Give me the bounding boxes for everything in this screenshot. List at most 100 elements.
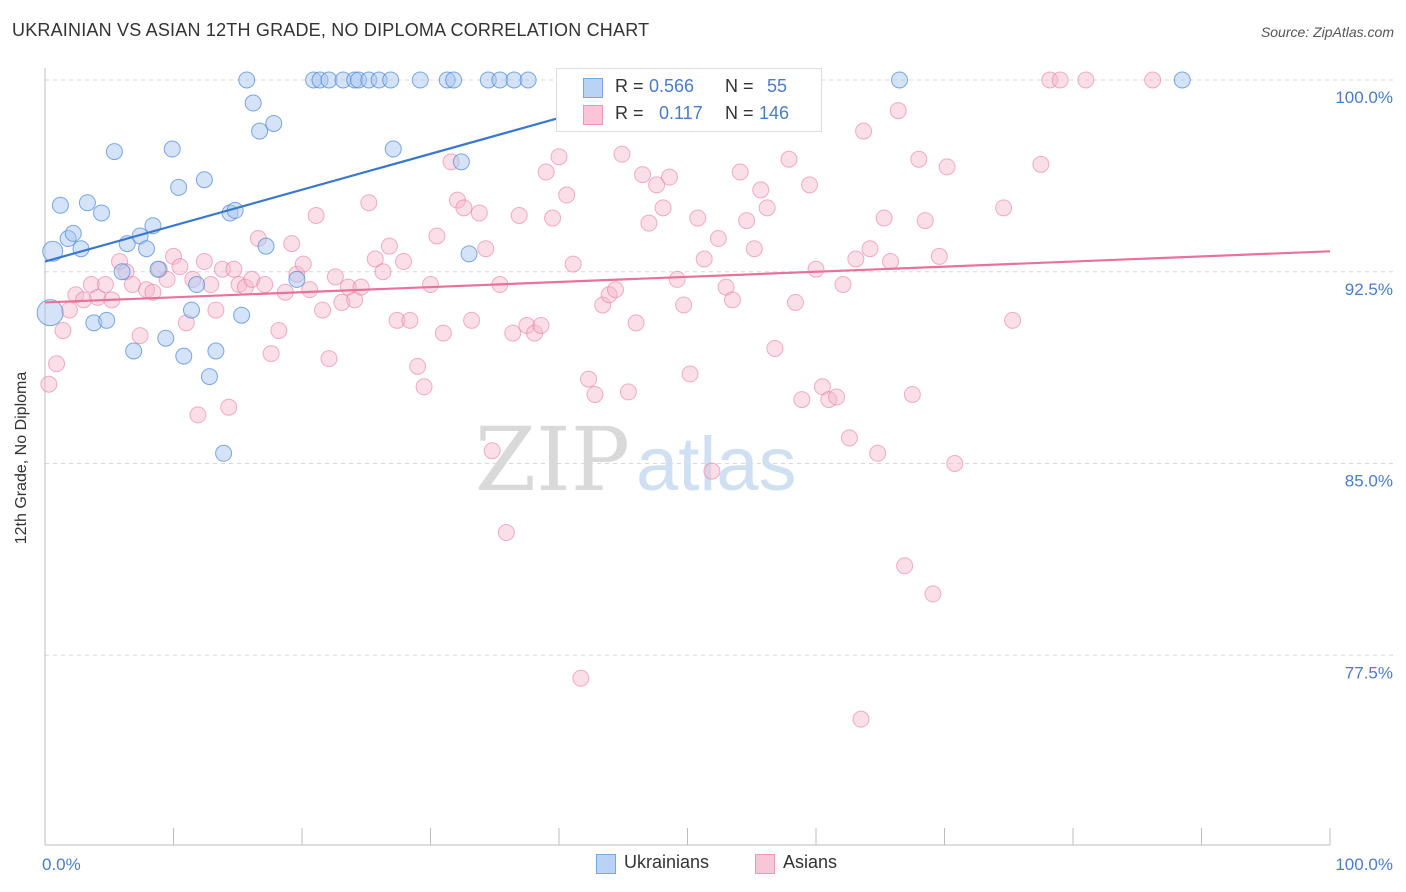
ukrainian-point	[244, 94, 262, 112]
asian-point	[40, 375, 58, 393]
asian-point	[270, 322, 288, 340]
asian-point	[910, 150, 928, 168]
asian-point	[1004, 311, 1022, 329]
asian-point	[793, 391, 811, 409]
asian-point	[1051, 71, 1069, 89]
ukrainian-point	[98, 311, 116, 329]
y-tick-label: 92.5%	[1345, 280, 1393, 299]
asian-point	[333, 293, 351, 311]
ukrainian-point	[64, 224, 82, 242]
asian-point	[613, 145, 631, 163]
asian-point	[220, 398, 238, 416]
asian-point	[415, 378, 433, 396]
legend-n-value: 55	[767, 76, 788, 96]
asian-point	[703, 462, 721, 480]
ukrainian-point	[215, 444, 233, 462]
asian-point	[307, 207, 325, 225]
ukrainian-point	[207, 342, 225, 360]
legend-r-label: R =	[615, 103, 644, 123]
asian-point	[550, 148, 568, 166]
asian-point	[882, 253, 900, 271]
legend-n-value: 146	[759, 103, 790, 123]
asian-point	[497, 524, 515, 542]
bottom-legend-label: Asians	[783, 852, 838, 872]
asian-point	[96, 276, 114, 294]
asian-point	[938, 158, 956, 176]
asian-point	[326, 268, 344, 286]
asians-points	[40, 71, 1162, 728]
asian-point	[165, 247, 182, 265]
asian-point	[243, 270, 261, 288]
asian-point	[123, 276, 141, 294]
asian-point	[256, 276, 274, 294]
asian-point	[766, 339, 784, 357]
asian-point	[483, 442, 501, 460]
legend-swatch-pink	[583, 105, 603, 125]
x-tick-label-start: 0.0%	[42, 855, 81, 874]
asian-point	[586, 385, 604, 403]
ukrainian-point	[175, 347, 193, 365]
asian-point	[875, 209, 893, 227]
ukrainian-point	[452, 153, 470, 171]
ukrainian-point	[182, 301, 200, 319]
asian-point	[745, 240, 763, 258]
ukrainian-point	[519, 71, 537, 89]
ukrainian-point	[505, 71, 523, 89]
asian-point	[681, 365, 699, 383]
grid-layer	[45, 79, 1395, 656]
asian-point	[572, 669, 590, 687]
asian-point	[738, 212, 756, 230]
asian-point	[510, 207, 528, 225]
legend-swatch-blue	[583, 78, 603, 98]
asian-point	[202, 276, 220, 294]
asian-point	[207, 301, 225, 319]
asian-point	[395, 253, 413, 271]
asian-point	[852, 710, 870, 728]
axis-layer	[44, 68, 1331, 846]
asian-point	[946, 455, 964, 472]
bottom-legend-swatch-pink	[755, 854, 775, 874]
tick-labels: 77.5% 85.0% 92.5% 100.0% 0.0% 100.0%	[42, 88, 1393, 874]
asian-point	[640, 214, 658, 232]
ukrainian-point	[200, 368, 218, 386]
asian-point	[455, 199, 473, 217]
asian-point	[422, 276, 439, 294]
legend-r-value: 0.566	[649, 76, 695, 96]
asian-point	[48, 355, 66, 373]
asian-point	[995, 199, 1013, 217]
asian-point	[731, 163, 749, 181]
asian-point	[780, 150, 798, 168]
asian-point	[388, 311, 406, 329]
asian-point	[434, 324, 452, 342]
ukrainian-point	[51, 196, 69, 214]
asian-point	[689, 209, 707, 227]
asian-point	[189, 406, 207, 424]
asian-point	[869, 444, 887, 462]
asian-point	[225, 260, 243, 278]
asian-point	[580, 370, 598, 388]
ukrainian-point	[78, 194, 96, 212]
asian-point	[661, 168, 679, 186]
asian-point	[634, 166, 652, 184]
bottom-legend-swatch-blue	[596, 854, 616, 874]
asian-point	[171, 258, 189, 276]
asian-point	[607, 281, 625, 299]
asian-point	[840, 429, 858, 447]
ukrainian-point	[288, 270, 306, 288]
asian-point	[695, 250, 713, 268]
watermark-zip: ZIP	[475, 408, 630, 511]
asian-point	[262, 345, 280, 363]
asian-point	[558, 186, 576, 204]
ukrainian-point	[157, 329, 175, 347]
asian-point	[752, 181, 770, 199]
ukrainian-point	[125, 342, 143, 360]
legend-r-label: R =	[615, 76, 644, 96]
ukrainian-point	[195, 171, 213, 189]
legend-n-label: N =	[725, 76, 754, 96]
ukrainian-point	[460, 245, 478, 263]
asian-point	[807, 260, 825, 278]
legend-n-label: N =	[725, 103, 754, 123]
asian-point	[1144, 71, 1162, 89]
ukrainian-point	[138, 240, 156, 258]
